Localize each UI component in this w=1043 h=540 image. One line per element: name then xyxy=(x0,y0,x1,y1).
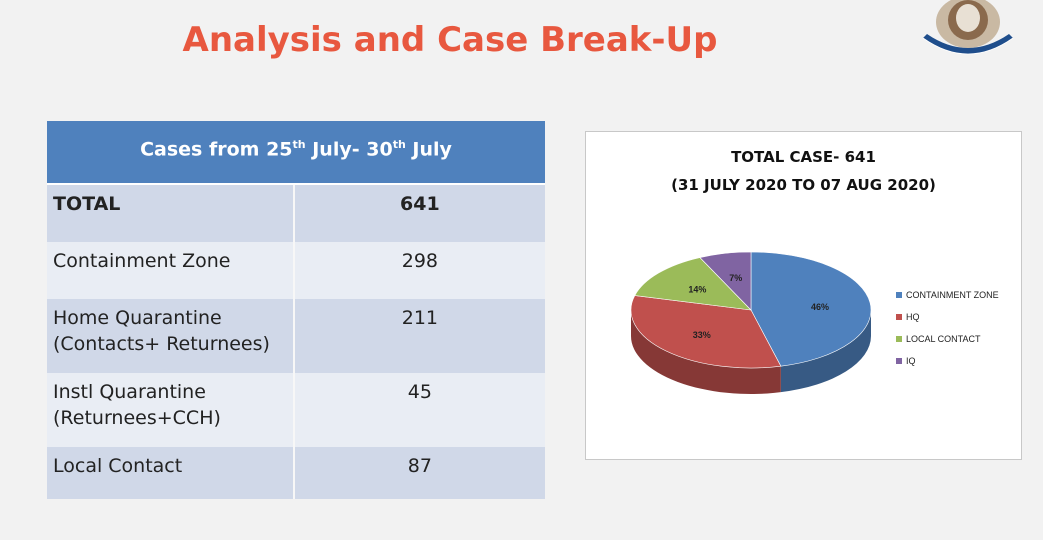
cases-table: Cases from 25th July- 30th July TOTAL 64… xyxy=(47,121,545,499)
pie-data-label: 46% xyxy=(811,302,829,312)
pie-chart-panel: TOTAL CASE- 641 (31 JULY 2020 TO 07 AUG … xyxy=(585,131,1022,460)
pie-slice-iq xyxy=(699,251,752,311)
row-label: Containment Zone xyxy=(47,242,295,299)
chart-title-line1: TOTAL CASE- 641 xyxy=(731,148,876,166)
corporation-logo xyxy=(913,0,1023,66)
legend-swatch-hq xyxy=(896,314,902,320)
table-row: Instl Quarantine (Returnees+CCH) 45 xyxy=(47,373,545,447)
pie-chart: 46% 33% 14% 7% xyxy=(630,251,872,394)
row-label: Instl Quarantine (Returnees+CCH) xyxy=(47,373,295,447)
legend-item: IQ xyxy=(896,350,999,372)
row-value: 298 xyxy=(294,242,545,299)
row-label: Local Contact xyxy=(47,447,295,499)
legend-item: LOCAL CONTACT xyxy=(896,328,999,350)
chart-legend: CONTAINMENT ZONE HQ LOCAL CONTACT IQ xyxy=(896,284,999,372)
pie-data-label: 14% xyxy=(688,285,706,295)
slide-title: Analysis and Case Break-Up xyxy=(182,20,718,60)
table-row: Local Contact 87 xyxy=(47,447,545,499)
chart-title-line2: (31 JULY 2020 TO 07 AUG 2020) xyxy=(671,176,936,194)
row-label: TOTAL xyxy=(47,185,295,242)
legend-swatch-containment-zone xyxy=(896,292,902,298)
pie-slice-containment-zone xyxy=(750,251,872,367)
pie-slice-local-contact xyxy=(634,257,752,311)
pie-side-hq xyxy=(631,310,781,394)
table-row: TOTAL 641 xyxy=(47,185,545,242)
row-value: 87 xyxy=(294,447,545,499)
pie-data-label: 7% xyxy=(729,273,742,283)
legend-item: CONTAINMENT ZONE xyxy=(896,284,999,306)
legend-swatch-iq xyxy=(896,358,902,364)
row-value: 45 xyxy=(294,373,545,447)
legend-item: HQ xyxy=(896,306,999,328)
pie-side-containment-zone xyxy=(780,310,871,393)
table-row: Home Quarantine (Contacts+ Returnees) 211 xyxy=(47,299,545,373)
legend-swatch-local-contact xyxy=(896,336,902,342)
table-row: Containment Zone 298 xyxy=(47,242,545,299)
row-label: Home Quarantine (Contacts+ Returnees) xyxy=(47,299,295,373)
row-value: 211 xyxy=(294,299,545,373)
row-value: 641 xyxy=(294,185,545,242)
pie-slice-hq xyxy=(630,295,782,369)
pie-data-label: 33% xyxy=(693,330,711,340)
cases-table-header: Cases from 25th July- 30th July xyxy=(47,121,545,185)
